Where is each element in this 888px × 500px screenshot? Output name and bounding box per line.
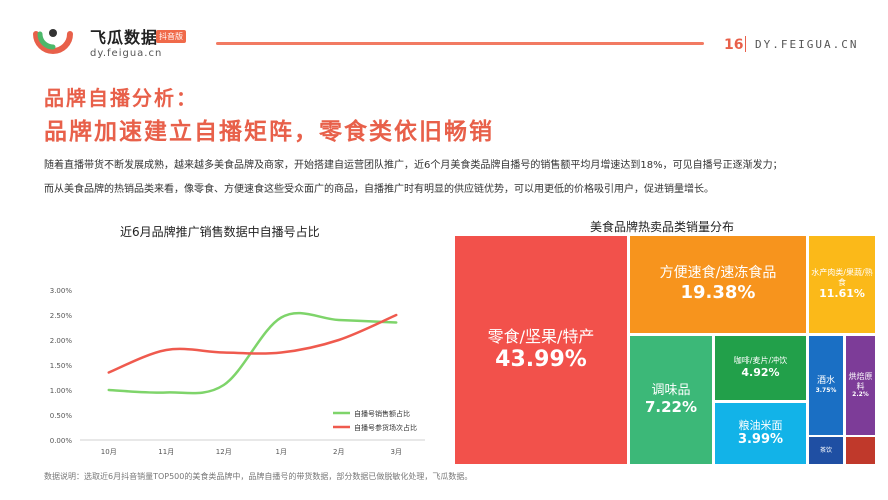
slide-subtitle: 品牌加速建立自播矩阵，零食类依旧畅销	[44, 119, 494, 145]
treemap-value: 4.92%	[741, 365, 780, 379]
legend-label-2: 自播号参货场次占比	[354, 423, 417, 432]
series-line-2	[107, 313, 398, 374]
treemap-label: 茶饮	[819, 446, 832, 454]
treemap-label: 方便速食/速冻食品	[659, 264, 777, 281]
treemap-cell-2: 方便速食/速冻食品 19.38%	[630, 236, 806, 333]
treemap-value: 7.22%	[644, 398, 698, 417]
paragraph-2: 而从美食品牌的热销品类来看，像零食、方便速食这些受众面广的商品，自播推广时有明显…	[44, 184, 714, 195]
treemap-label: 粮油米面	[738, 418, 783, 432]
treemap-value: 3.75%	[815, 387, 837, 395]
x-tick-label: 3月	[391, 448, 402, 456]
treemap-label: 咖啡/麦片/冲饮	[733, 356, 788, 366]
treemap-cell-3: 水产肉类/果蔬/熟食 11.61%	[809, 236, 875, 333]
treemap-value: 2.2%	[852, 391, 869, 399]
x-tick-label: 11月	[158, 448, 174, 456]
treemap-title: 美食品牌热卖品类销量分布	[590, 220, 735, 234]
treemap-cell-8: 烘焙原料 2.2%	[846, 336, 875, 435]
treemap-value: 19.38%	[680, 281, 756, 303]
y-tick-label: 3.00%	[50, 287, 73, 295]
treemap-cell-1: 零食/坚果/特产 43.99%	[455, 236, 627, 464]
treemap-cell-5: 咖啡/麦片/冲饮 4.92%	[715, 336, 806, 400]
page-number: 16	[724, 37, 744, 53]
y-tick-label: 1.00%	[50, 387, 73, 395]
line-chart: 0.00% 0.50% 1.00% 1.50% 2.00% 2.50% 3.00% 10月 11…	[50, 287, 425, 456]
site-url: DY.FEIGUA.CN	[755, 38, 859, 51]
brand-badge: 抖音版	[156, 30, 186, 43]
y-tick-label: 0.50%	[50, 412, 73, 420]
y-tick-label: 0.00%	[50, 437, 73, 445]
treemap-value: 3.99%	[737, 431, 784, 447]
treemap-value: 11.61%	[819, 287, 865, 301]
brand-name: 飞瓜数据	[90, 28, 159, 47]
slide-title: 品牌自播分析：	[44, 86, 198, 110]
treemap-label: 酒水	[816, 376, 835, 387]
series-line-1	[107, 311, 398, 395]
treemap-cell-10	[846, 437, 875, 464]
footnote: 数据说明：选取近6月抖音销量TOP500的美食类品牌中，品牌自播号的带货数据，部…	[44, 472, 473, 481]
header-divider	[216, 42, 704, 45]
legend-label-1: 自播号销售额占比	[354, 409, 410, 418]
brand-url: dy.feigua.cn	[90, 48, 163, 59]
x-tick-label: 10月	[101, 448, 117, 456]
feigua-logo-icon	[33, 29, 73, 54]
treemap-cell-6: 粮油米面 3.99%	[715, 403, 806, 464]
x-tick-label: 2月	[333, 448, 344, 456]
treemap-label: 烘焙原料	[848, 372, 873, 391]
treemap-cell-7: 酒水 3.75%	[809, 336, 843, 435]
treemap-value: 43.99%	[495, 346, 587, 372]
treemap-cell-4: 调味品 7.22%	[630, 336, 712, 464]
page-separator	[745, 36, 746, 52]
y-tick-label: 2.00%	[50, 337, 73, 345]
treemap-cell-9: 茶饮	[809, 437, 843, 464]
line-chart-title: 近6月品牌推广销售数据中自播号占比	[120, 225, 320, 239]
x-tick-label: 1月	[276, 448, 287, 456]
x-tick-label: 12月	[216, 448, 232, 456]
treemap-label: 水产肉类/果蔬/熟食	[811, 268, 873, 287]
paragraph-1: 随着直播带货不断发展成熟，越来越多美食品牌及商家，开始搭建自运营团队推广，近6个…	[44, 160, 783, 171]
y-tick-label: 2.50%	[50, 312, 73, 320]
treemap-label: 零食/坚果/特产	[487, 326, 595, 346]
treemap-label: 调味品	[651, 382, 691, 398]
y-tick-label: 1.50%	[50, 362, 73, 370]
